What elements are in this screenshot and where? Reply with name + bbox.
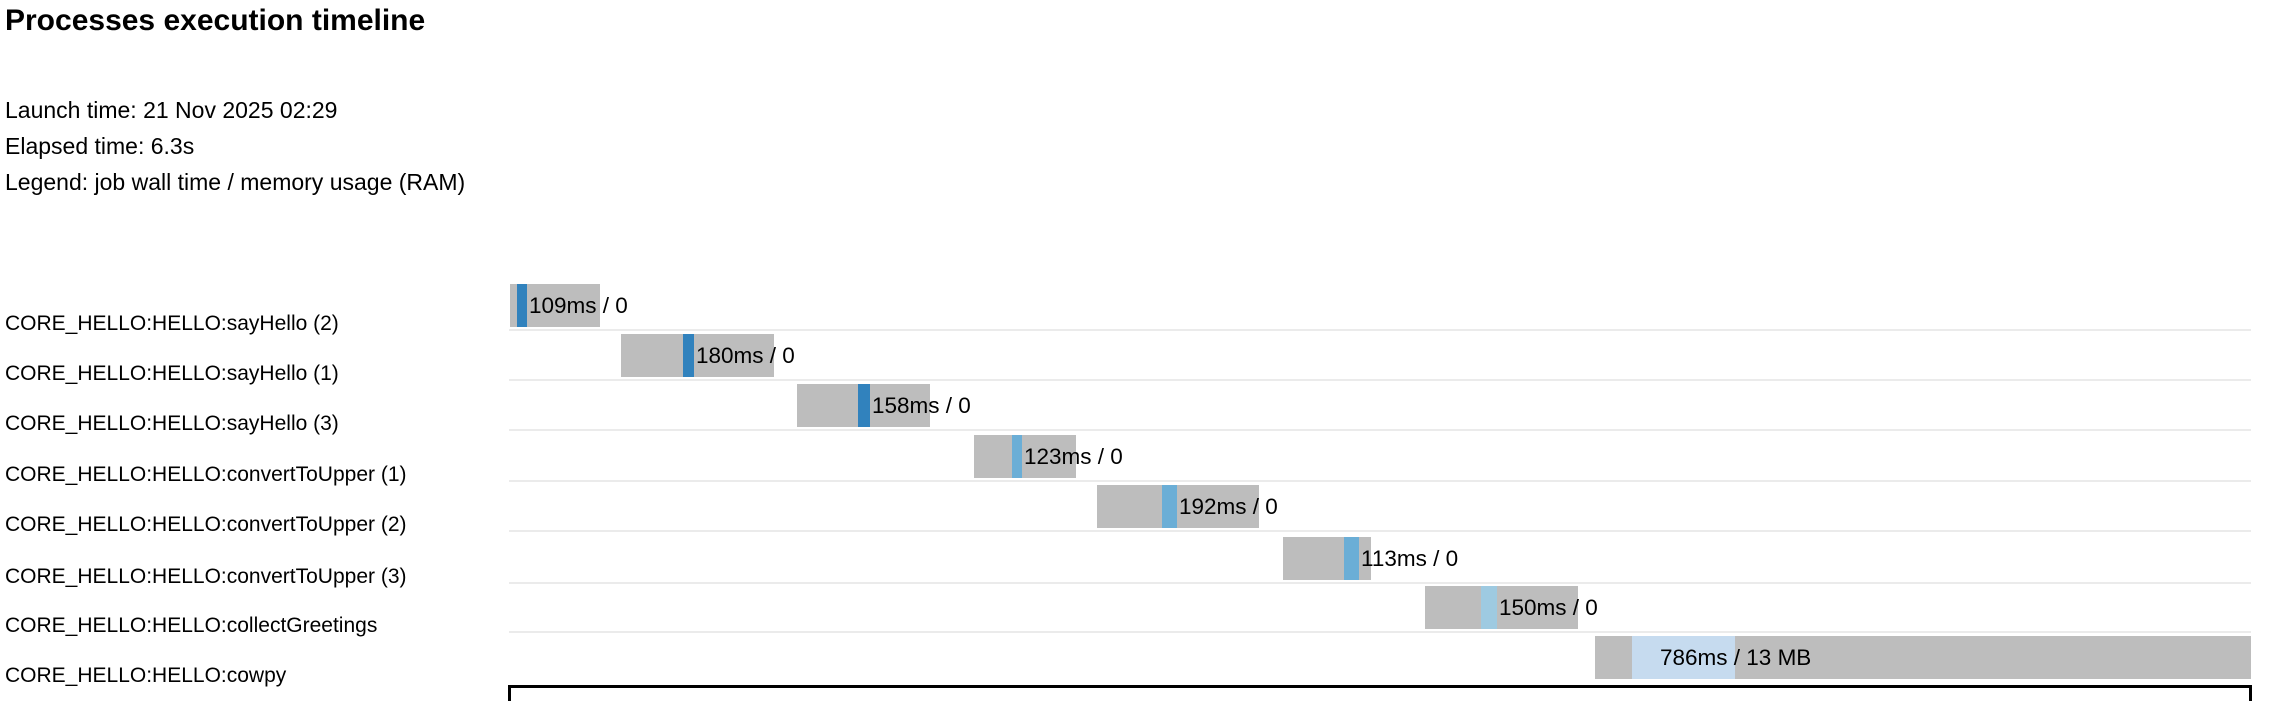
task-label: CORE_HELLO:HELLO:sayHello (2) (5, 312, 339, 335)
row-gridline (509, 582, 2251, 584)
task-run-segment (1481, 586, 1497, 629)
task-bar-label: 180ms / 0 (696, 343, 795, 368)
task-label: CORE_HELLO:HELLO:convertToUpper (1) (5, 463, 407, 486)
task-bar-label: 109ms / 0 (529, 293, 628, 318)
row-gridline (509, 530, 2251, 532)
task-label: CORE_HELLO:HELLO:collectGreetings (5, 614, 378, 637)
task-bar-label: 123ms / 0 (1024, 444, 1123, 469)
task-bar (974, 435, 1076, 478)
task-run-segment (1012, 435, 1022, 478)
task-bar-label: 150ms / 0 (1499, 595, 1598, 620)
task-bar (1097, 485, 1259, 528)
task-run-segment (683, 334, 694, 377)
elapsed-time-line: Elapsed time: 6.3s (5, 133, 195, 159)
task-run-segment (858, 384, 870, 427)
row-gridline (509, 429, 2251, 431)
task-label: CORE_HELLO:HELLO:convertToUpper (3) (5, 565, 407, 588)
report-meta: Launch time: 21 Nov 2025 02:29 Elapsed t… (5, 92, 465, 200)
row-gridline (509, 631, 2251, 633)
task-label: CORE_HELLO:HELLO:sayHello (1) (5, 362, 339, 385)
launch-time-line: Launch time: 21 Nov 2025 02:29 (5, 97, 338, 123)
task-label: CORE_HELLO:HELLO:convertToUpper (2) (5, 513, 407, 536)
task-bar-label: 158ms / 0 (872, 393, 971, 418)
task-label: CORE_HELLO:HELLO:sayHello (3) (5, 412, 339, 435)
task-bar-label: 192ms / 0 (1179, 494, 1278, 519)
task-bar-label: 786ms / 13 MB (1660, 645, 1812, 670)
task-bar (1425, 586, 1578, 629)
time-axis-tick-left (508, 685, 511, 701)
task-bar (621, 334, 774, 377)
task-run-segment (1344, 537, 1359, 580)
time-axis-tick-right (2249, 685, 2252, 701)
task-bar-label: 113ms / 0 (1361, 546, 1459, 571)
page-title: Processes execution timeline (5, 4, 426, 37)
legend-line: Legend: job wall time / memory usage (RA… (5, 169, 466, 195)
task-run-segment (1162, 485, 1177, 528)
task-run-segment (517, 284, 527, 327)
row-gridline (509, 379, 2251, 381)
row-gridline (509, 329, 2251, 331)
task-label: CORE_HELLO:HELLO:cowpy (5, 664, 287, 687)
row-gridline (509, 480, 2251, 482)
task-run-segment (1632, 636, 1735, 679)
time-axis (509, 685, 2251, 688)
